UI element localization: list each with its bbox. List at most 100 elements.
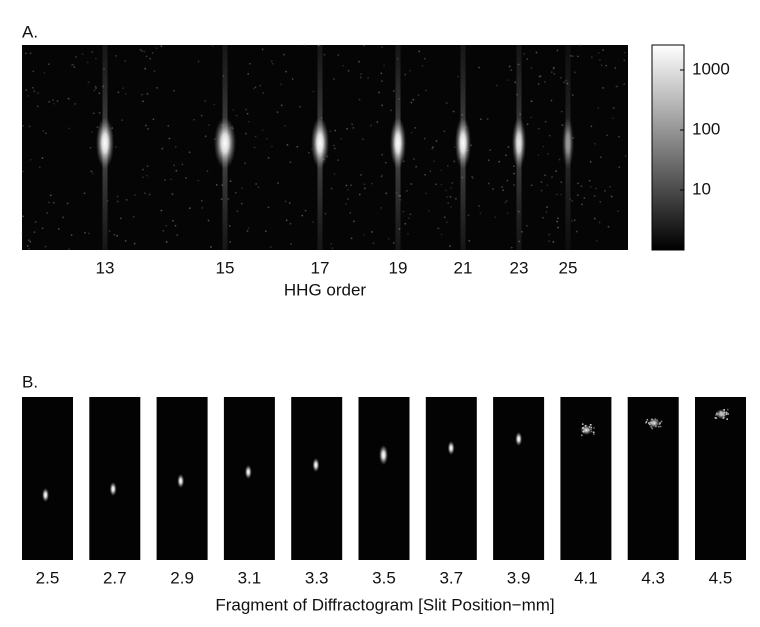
fragment-speckle — [651, 427, 654, 430]
fragment-spot — [580, 425, 593, 435]
noise-dot — [304, 209, 307, 212]
noise-dot — [286, 143, 289, 146]
noise-dot — [450, 187, 452, 189]
noise-dot — [254, 135, 257, 138]
noise-dot — [125, 92, 127, 95]
noise-dot — [589, 185, 592, 188]
noise-dot — [29, 52, 32, 55]
noise-dot — [29, 158, 32, 161]
noise-dot — [209, 246, 212, 248]
noise-dot — [552, 66, 555, 69]
noise-dot — [93, 89, 96, 92]
noise-dot — [206, 170, 209, 172]
noise-dot — [349, 211, 352, 214]
noise-dot — [486, 118, 489, 120]
noise-dot — [146, 174, 148, 177]
noise-dot — [404, 73, 407, 76]
fragment-spot — [109, 482, 117, 496]
panel-label: B. — [22, 372, 38, 391]
noise-dot — [248, 62, 251, 65]
noise-dot — [502, 189, 505, 192]
noise-dot — [67, 97, 70, 100]
noise-dot — [143, 192, 146, 195]
x-tick-label: 21 — [454, 258, 473, 277]
noise-dot — [113, 233, 116, 236]
noise-dot — [409, 213, 412, 216]
noise-dot — [75, 56, 77, 58]
noise-dot — [192, 118, 195, 121]
noise-dot — [134, 194, 136, 197]
colorbar-tick-label: 100 — [692, 119, 720, 138]
noise-dot — [479, 118, 482, 121]
noise-dot — [347, 69, 350, 72]
noise-dot — [144, 67, 147, 70]
noise-dot — [161, 147, 164, 150]
noise-dot — [270, 60, 273, 63]
fragment-spot — [177, 474, 185, 488]
noise-dot — [207, 219, 210, 222]
harmonic-spot — [455, 117, 471, 169]
noise-dot — [381, 104, 384, 107]
noise-dot — [42, 130, 45, 132]
noise-dot — [333, 78, 335, 80]
noise-dot — [561, 124, 564, 127]
noise-dot — [236, 210, 239, 213]
fragment-speckle — [660, 420, 663, 423]
noise-dot — [119, 217, 122, 220]
noise-dot — [607, 225, 610, 228]
noise-dot — [453, 160, 456, 163]
noise-dot — [124, 239, 127, 242]
noise-dot — [424, 89, 427, 92]
noise-dot — [510, 246, 513, 249]
x-axis-label: Fragment of Diffractogram [Slit Position… — [215, 595, 554, 614]
noise-dot — [451, 182, 454, 184]
noise-dot — [257, 186, 260, 189]
noise-dot — [440, 233, 443, 236]
noise-dot — [440, 183, 443, 186]
noise-dot — [139, 48, 142, 51]
noise-dot — [213, 103, 216, 106]
noise-dot — [122, 87, 125, 90]
noise-dot — [108, 230, 111, 232]
noise-dot — [545, 210, 548, 213]
noise-dot — [345, 184, 348, 187]
noise-dot — [324, 212, 327, 215]
noise-dot — [333, 147, 336, 150]
noise-dot — [574, 71, 576, 74]
noise-dot — [289, 161, 292, 164]
noise-dot — [457, 75, 460, 78]
fragment-spot — [647, 418, 660, 428]
noise-dot — [163, 179, 166, 182]
noise-dot — [530, 66, 533, 69]
noise-dot — [41, 227, 44, 230]
noise-dot — [478, 66, 480, 69]
noise-dot — [468, 239, 471, 242]
fragment-speckle — [581, 423, 584, 426]
noise-dot — [68, 127, 71, 130]
noise-dot — [530, 116, 533, 119]
noise-dot — [32, 70, 35, 73]
noise-dot — [29, 240, 32, 243]
noise-dot — [557, 226, 559, 229]
noise-dot — [542, 145, 545, 148]
noise-dot — [26, 245, 29, 247]
noise-dot — [573, 219, 576, 222]
noise-dot — [410, 101, 413, 104]
noise-dot — [167, 125, 170, 127]
noise-dot — [614, 67, 617, 69]
noise-dot — [548, 240, 550, 242]
noise-dot — [352, 126, 355, 129]
noise-dot — [141, 50, 144, 53]
noise-dot — [580, 185, 583, 188]
fragment-spot — [447, 441, 455, 455]
noise-dot — [52, 201, 55, 204]
noise-dot — [62, 216, 65, 219]
noise-dot — [494, 216, 497, 219]
noise-dot — [429, 170, 432, 173]
noise-dot — [147, 128, 149, 130]
noise-dot — [284, 125, 286, 127]
fragment-label: 2.7 — [103, 568, 127, 587]
noise-dot — [530, 184, 533, 187]
noise-dot — [410, 131, 413, 134]
